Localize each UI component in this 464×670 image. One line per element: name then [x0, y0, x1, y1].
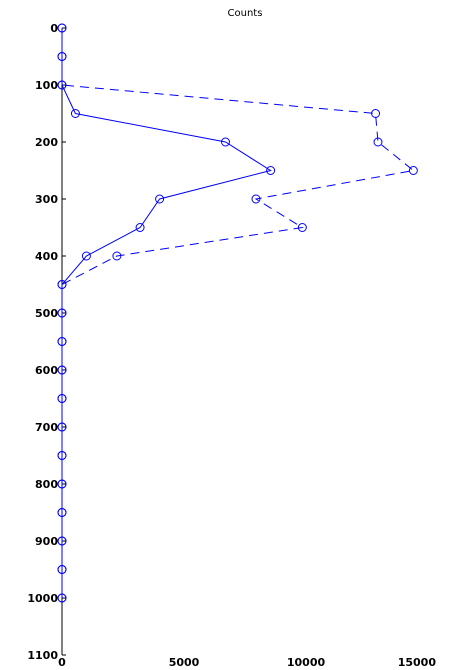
series-2-marker: [57, 23, 67, 33]
y-tick-label: 200: [35, 136, 58, 149]
y-tick-label: 900: [35, 535, 58, 548]
series-1-marker: [70, 109, 80, 118]
y-tick-label: 500: [35, 307, 58, 320]
series-2-marker: [57, 451, 67, 460]
y-tick-label: 1100: [27, 649, 58, 662]
y-tick-label: 1000: [27, 592, 58, 605]
y-tick-label: 400: [35, 250, 58, 263]
y-tick-label: 800: [35, 478, 58, 491]
series-2-marker: [57, 365, 67, 375]
series-1-marker: [155, 194, 165, 204]
series-2-marker: [57, 52, 67, 61]
series-2-marker: [57, 337, 67, 346]
x-tick-label: 15000: [398, 656, 437, 669]
series-1-line: [61, 28, 272, 598]
series-2-marker: [57, 536, 67, 546]
x-axis-ticks: 0 5000 10000 15000: [58, 656, 436, 669]
series-2-line: [61, 28, 415, 598]
series-2-marker: [408, 166, 418, 175]
series-2-marker: [57, 593, 67, 603]
y-tick-label: 100: [35, 79, 58, 92]
series-2-marker: [373, 137, 383, 147]
y-tick-label: 700: [35, 421, 58, 434]
series-2-marker: [57, 280, 67, 289]
x-tick-label: 5000: [169, 656, 200, 669]
series-2-marker: [371, 109, 381, 118]
series-2-marker: [57, 422, 67, 432]
series-2-marker: [112, 251, 122, 261]
x-tick-label: 0: [58, 656, 66, 669]
series-1-marker: [81, 251, 91, 261]
series-1-marker: [220, 137, 230, 147]
chart-title: Counts: [228, 8, 263, 19]
series-2-marker: [57, 394, 67, 403]
y-tick-label: 0: [50, 22, 58, 35]
series-2-marker: [57, 508, 67, 517]
series-1-marker: [266, 166, 276, 175]
series-layer: [57, 23, 418, 603]
series-1-marker: [135, 223, 145, 232]
series-2-marker: [57, 565, 67, 574]
x-tick-label: 10000: [287, 656, 326, 669]
series-2-marker: [57, 479, 67, 489]
series-2-marker: [57, 308, 67, 318]
series-2-marker: [57, 80, 67, 90]
series-2-marker: [251, 194, 261, 204]
y-axis-ticks: 0 100 200 300 400 500 600 700 800 900 1000 1100: [27, 22, 66, 662]
y-tick-label: 600: [35, 364, 58, 377]
y-tick-label: 300: [35, 193, 58, 206]
series-2-marker: [297, 223, 307, 232]
